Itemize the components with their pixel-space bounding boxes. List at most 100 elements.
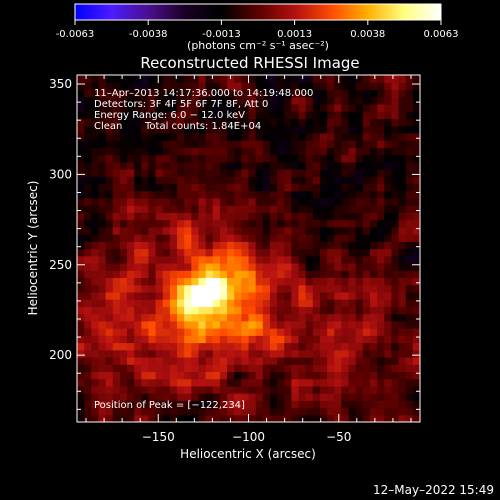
heatmap-cell xyxy=(127,183,135,192)
heatmap-cell xyxy=(377,400,385,409)
heatmap-cell xyxy=(312,364,321,372)
heatmap-cell xyxy=(84,125,92,134)
heatmap-cell xyxy=(219,299,228,307)
heatmap-cell xyxy=(341,111,350,119)
heatmap-cell xyxy=(234,219,242,228)
heatmap-cell xyxy=(127,299,135,307)
heatmap-cell xyxy=(191,183,200,192)
heatmap-cell xyxy=(219,284,228,293)
heatmap-cell xyxy=(119,284,128,293)
heatmap-cell xyxy=(84,320,92,329)
heatmap-cell xyxy=(384,219,393,228)
heatmap-cell xyxy=(362,103,371,112)
heatmap-cell xyxy=(177,197,185,206)
heatmap-cell xyxy=(219,270,228,279)
heatmap-cell xyxy=(241,262,250,271)
colorbar-tick-label: -0.0063 xyxy=(56,29,95,40)
heatmap-cell xyxy=(148,320,157,329)
heatmap-cell xyxy=(284,378,292,387)
heatmap-cell xyxy=(91,335,100,344)
heatmap-cell xyxy=(355,291,364,300)
heatmap-cell xyxy=(369,241,378,250)
heatmap-cell xyxy=(305,255,314,264)
heatmap-cell xyxy=(105,89,114,98)
heatmap-cell xyxy=(127,168,135,177)
heatmap-cell xyxy=(362,356,371,365)
heatmap-cell xyxy=(198,371,207,380)
heatmap-cell xyxy=(262,234,271,242)
heatmap-cell xyxy=(348,82,357,91)
heatmap-cell xyxy=(155,212,164,221)
heatmap-cell xyxy=(169,132,178,141)
heatmap-cell xyxy=(248,255,257,264)
heatmap-cell xyxy=(398,125,407,134)
heatmap-cell xyxy=(141,342,150,351)
heatmap-cell xyxy=(212,75,221,83)
heatmap-cell xyxy=(384,284,393,293)
heatmap-cell xyxy=(312,147,321,156)
heatmap-cell xyxy=(248,248,257,257)
heatmap-cell xyxy=(348,378,357,387)
heatmap-cell xyxy=(212,103,221,112)
heatmap-cell xyxy=(341,364,350,372)
heatmap-cell xyxy=(348,277,357,286)
heatmap-cell xyxy=(98,328,107,336)
heatmap-cell xyxy=(134,248,142,257)
heatmap-cell xyxy=(169,176,178,185)
heatmap-cell xyxy=(384,161,393,170)
heatmap-cell xyxy=(127,349,135,358)
heatmap-cell xyxy=(184,140,192,148)
heatmap-cell xyxy=(362,183,371,192)
heatmap-cell xyxy=(227,356,235,365)
heatmap-cell xyxy=(369,205,378,213)
heatmap-cell xyxy=(141,364,150,372)
heatmap-cell xyxy=(362,349,371,358)
heatmap-cell xyxy=(405,125,414,134)
heatmap-cell xyxy=(212,111,221,119)
heatmap-cell xyxy=(405,168,414,177)
heatmap-cell xyxy=(148,161,157,170)
heatmap-cell xyxy=(155,393,164,401)
heatmap-cell xyxy=(377,190,385,199)
heatmap-cell xyxy=(134,356,142,365)
heatmap-cell xyxy=(355,226,364,235)
heatmap-cell xyxy=(255,277,264,286)
heatmap-cell xyxy=(212,197,221,206)
heatmap-cell xyxy=(205,219,214,228)
heatmap-cell xyxy=(162,111,171,119)
heatmap-cell xyxy=(177,299,185,307)
heatmap-cell xyxy=(155,176,164,185)
heatmap-cell xyxy=(284,385,292,394)
heatmap-cell xyxy=(84,161,92,170)
heatmap-cell xyxy=(262,161,271,170)
heatmap-cell xyxy=(277,356,285,365)
heatmap-cell xyxy=(127,248,135,257)
heatmap-cell xyxy=(234,154,242,163)
heatmap-cell xyxy=(148,393,157,401)
heatmap-cell xyxy=(305,284,314,293)
heatmap-cell xyxy=(119,234,128,242)
heatmap-cell xyxy=(91,183,100,192)
heatmap-cell xyxy=(241,378,250,387)
x-tick-label: −50 xyxy=(326,430,351,444)
heatmap-cell xyxy=(255,226,264,235)
heatmap-cell xyxy=(162,176,171,185)
heatmap-cell xyxy=(369,75,378,83)
heatmap-cell xyxy=(98,291,107,300)
heatmap-cell xyxy=(384,393,393,401)
heatmap-cell xyxy=(412,306,420,315)
heatmap-cell xyxy=(205,111,214,119)
heatmap-cell xyxy=(119,75,128,83)
heatmap-cell xyxy=(319,393,328,401)
heatmap-cell xyxy=(391,82,400,91)
heatmap-cell xyxy=(398,335,407,344)
heatmap-cell xyxy=(212,248,221,257)
heatmap-cell xyxy=(405,147,414,156)
heatmap-cell xyxy=(341,82,350,91)
heatmap-cell xyxy=(234,407,242,416)
heatmap-cell xyxy=(355,335,364,344)
heatmap-cell xyxy=(398,284,407,293)
heatmap-cell xyxy=(198,234,207,242)
heatmap-cell xyxy=(312,400,321,409)
heatmap-cell xyxy=(119,400,128,409)
